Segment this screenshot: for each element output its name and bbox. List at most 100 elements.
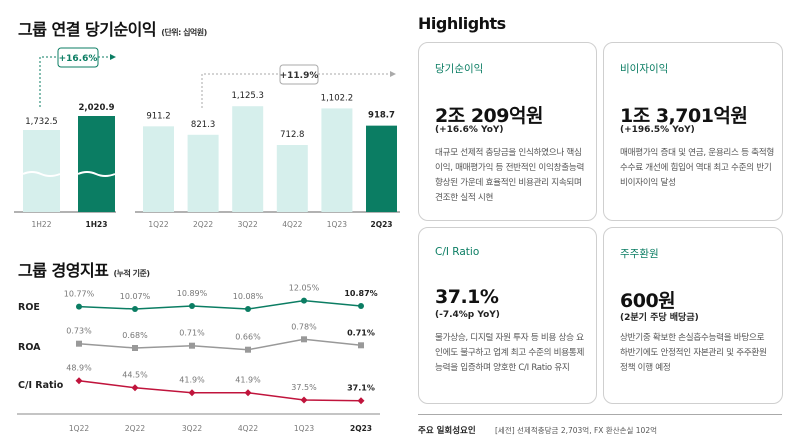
data-point — [245, 306, 251, 312]
axis-break-mark — [77, 171, 116, 177]
highlight-card: C/I Ratio 37.1% (-7.4%p YoY) 물가상승, 디지털 자원 투… — [418, 227, 597, 404]
data-point — [76, 340, 82, 347]
x-tick-label: 1Q22 — [69, 424, 89, 433]
bar — [232, 106, 264, 212]
data-point — [131, 384, 139, 392]
growth-badge-text: +16.6% — [59, 54, 98, 64]
title-text: 그룹 경영지표 — [18, 261, 109, 280]
growth-badge — [57, 47, 99, 68]
bar — [276, 144, 308, 212]
data-label: 1,102.2 — [321, 93, 353, 103]
card-change: (-7.4%p YoY) — [435, 310, 500, 320]
arrow-icon — [110, 54, 116, 60]
data-label: 37.1% — [347, 384, 375, 393]
card-value: 1조 3,701억원 — [620, 105, 748, 127]
x-tick-label: 4Q22 — [282, 220, 302, 229]
axis-break-mark — [22, 171, 61, 177]
card-change: (+196.5% YoY) — [620, 125, 695, 135]
data-label: 2,020.9 — [78, 103, 114, 113]
bar — [366, 125, 397, 212]
unit-label: (누적 기준) — [113, 269, 150, 278]
data-label: 41.9% — [235, 376, 261, 385]
data-label: 37.5% — [291, 383, 317, 392]
x-tick-label: 3Q22 — [238, 220, 258, 229]
series-line — [78, 299, 362, 310]
bar — [23, 130, 60, 212]
divider — [418, 414, 782, 415]
data-label: 0.71% — [347, 328, 375, 337]
net-income-title: 그룹 연결 당기순이익 (단위: 십억원) — [18, 16, 207, 40]
growth-arrow-line — [201, 73, 388, 108]
x-tick-label: 2Q22 — [125, 424, 145, 433]
data-point — [357, 397, 365, 405]
data-label: 10.07% — [120, 292, 151, 301]
series-label: ROE — [18, 302, 40, 313]
x-tick-label: 1Q22 — [148, 220, 168, 229]
x-tick-label: 1Q23 — [294, 424, 314, 433]
card-description: 대규모 선제적 충당금을 인식하였으나 핵심이익, 매매평가익 등 전반적인 이… — [435, 148, 585, 203]
data-point — [300, 396, 308, 404]
net-income-bar-chart: 1,732.5 1H22 2,020.9 1H23 911.2 1Q22 821.3 2Q22… — [14, 47, 400, 229]
data-label: 10.89% — [177, 289, 208, 298]
x-tick-label: 1H23 — [86, 220, 108, 229]
card-label: 주주환원 — [620, 248, 659, 260]
data-point — [75, 377, 83, 385]
card-value: 600원 — [620, 290, 676, 312]
card-description: 물가상승, 디지털 자원 투자 등 비용 상승 요인에도 불구하고 업계 최고 … — [435, 333, 585, 373]
highlight-card: 당기순이익 2조 209억원 (+16.6% YoY) 대규모 선제적 충당금을 인식… — [418, 42, 597, 221]
card-label: C/I Ratio — [435, 246, 480, 258]
x-tick-label: 2Q23 — [370, 220, 392, 229]
data-point — [244, 389, 252, 397]
data-label: 821.3 — [191, 120, 215, 130]
data-label: 10.08% — [233, 292, 264, 301]
metrics-line-chart: ROE 10.77% 10.07% 10.89% 10.08% 12.05% 10.87% R… — [17, 284, 380, 433]
data-label: 48.9% — [66, 364, 92, 373]
arrow-icon — [390, 71, 396, 77]
data-label: 41.9% — [179, 376, 205, 385]
title-text: 그룹 연결 당기순이익 — [18, 20, 157, 39]
bar — [143, 126, 174, 212]
data-label: 0.71% — [179, 329, 205, 338]
data-point — [301, 297, 307, 304]
series-label: C/I Ratio — [18, 380, 64, 391]
data-point — [358, 342, 364, 349]
data-point — [132, 306, 138, 312]
data-label: 0.66% — [235, 333, 261, 342]
data-point — [76, 303, 82, 310]
series-label: ROA — [18, 342, 41, 353]
footnote-text: [세전] 선제적충당금 2,703억, FX 환산손실 102억 — [495, 426, 657, 435]
card-value: 37.1% — [435, 286, 499, 308]
data-label: 44.5% — [122, 371, 148, 380]
growth-badge — [279, 64, 319, 85]
footnote-label: 주요 일회성요인 — [418, 426, 476, 436]
data-point — [358, 303, 364, 309]
bar — [321, 108, 353, 212]
growth-arrow-line — [39, 56, 110, 107]
x-tick-label: 4Q22 — [238, 424, 258, 433]
data-label: 1,125.3 — [231, 91, 263, 101]
data-label: 10.77% — [64, 290, 95, 299]
card-value: 2조 209억원 — [435, 105, 543, 127]
data-label: 0.68% — [122, 331, 148, 340]
data-label: 911.2 — [146, 111, 170, 121]
x-tick-label: 2Q22 — [193, 220, 213, 229]
data-label: 712.8 — [280, 130, 304, 140]
x-tick-label: 2Q23 — [350, 424, 372, 433]
card-description: 매매평가익 증대 및 연금, 운용리스 등 축적형 수수료 개선에 힘입어 역대… — [620, 148, 774, 188]
x-tick-label: 1Q23 — [327, 220, 347, 229]
card-label: 당기순이익 — [435, 63, 484, 75]
data-point — [301, 336, 307, 343]
data-point — [188, 389, 196, 397]
data-point — [189, 342, 195, 349]
bar — [78, 116, 115, 212]
data-point — [132, 345, 138, 351]
series-line — [78, 338, 362, 351]
highlight-card: 비이자이익 1조 3,701억원 (+196.5% YoY) 매매평가익 증대 및 연… — [603, 42, 783, 221]
data-label: 918.7 — [368, 111, 395, 121]
x-tick-label: 1H22 — [32, 220, 52, 229]
card-label: 비이자이익 — [620, 63, 669, 75]
card-description: 상반기중 확보한 손실흡수능력을 바탕으로 하반기에도 안정적인 자본관리 및 … — [620, 333, 767, 373]
series-line — [78, 379, 362, 402]
growth-badge-text: +11.9% — [280, 71, 319, 81]
data-label: 10.87% — [344, 289, 377, 298]
